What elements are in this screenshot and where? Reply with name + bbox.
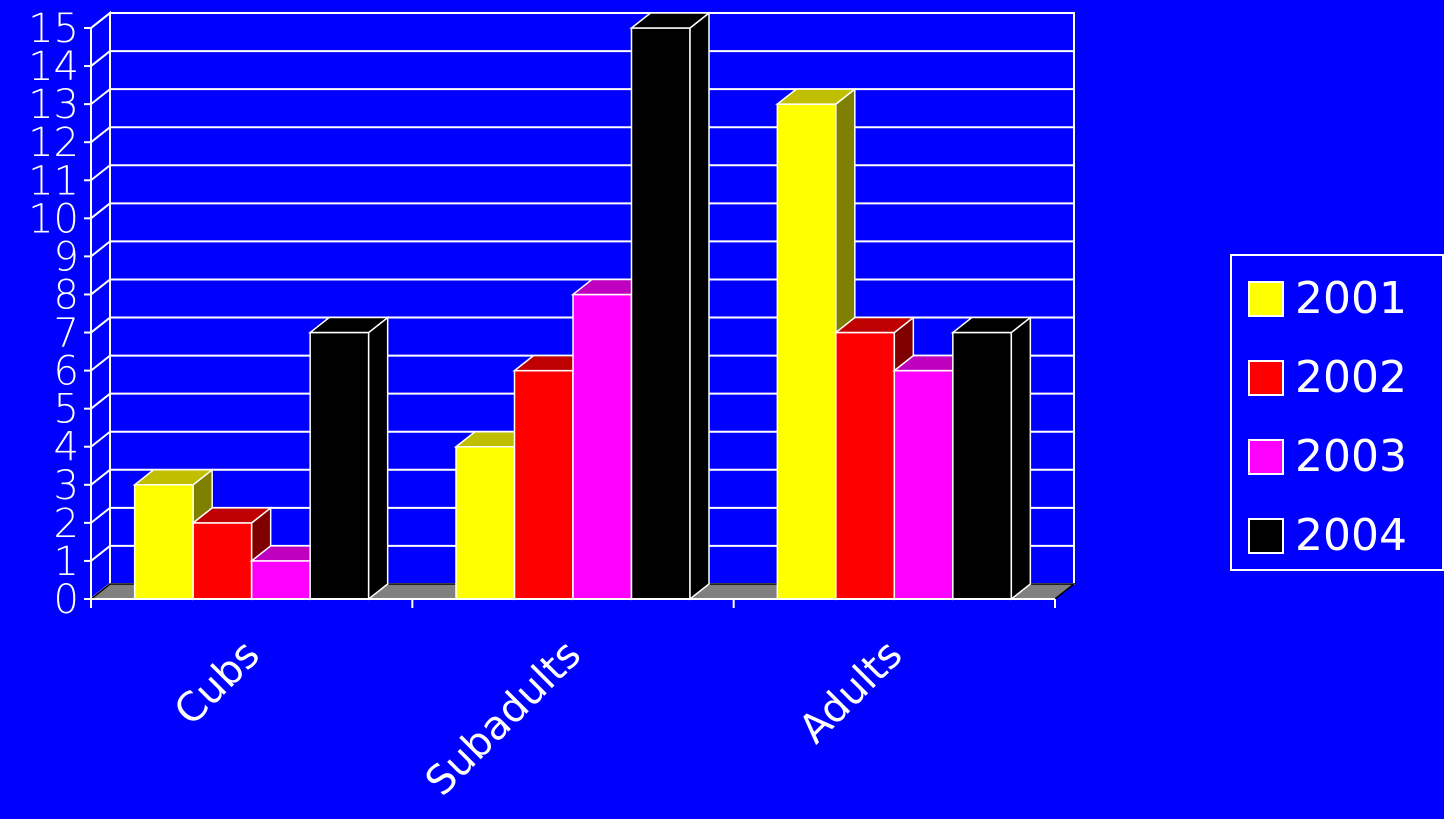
y-tick-label: 0 [54, 577, 79, 623]
y-tick-label: 2 [54, 501, 79, 547]
bar-adults-2004 [950, 315, 1033, 601]
y-tick-label: 10 [28, 196, 79, 242]
legend-label: 2002 [1295, 352, 1407, 403]
bar-front [893, 369, 954, 600]
bar-front [835, 331, 896, 600]
bar-front [133, 484, 194, 600]
y-tick-label: 14 [28, 44, 79, 90]
bar-front [572, 293, 633, 600]
y-tick-label: 7 [54, 311, 79, 357]
bar-subadults-2004 [629, 11, 712, 601]
bar-top [833, 316, 916, 334]
gridline-side [90, 354, 111, 372]
bar-cubs-2004 [308, 315, 390, 601]
y-tick-label: 5 [54, 387, 79, 433]
y-tick-label: 15 [28, 6, 79, 52]
chart-legend: 2001 2002 2003 2004 [1230, 254, 1444, 571]
gridline-side [90, 278, 111, 296]
x-category-label: Subadults [417, 632, 590, 805]
y-tick-label: 13 [28, 82, 79, 128]
bar-top [629, 12, 712, 29]
gridline-side [90, 164, 111, 182]
legend-label: 2004 [1295, 510, 1407, 561]
x-category-label: Adults [790, 632, 911, 753]
bar-side [367, 315, 389, 601]
bar-front [952, 331, 1013, 600]
y-tick-label: 9 [54, 234, 79, 280]
bar-front [250, 560, 311, 600]
bar-top [775, 88, 857, 105]
y-tick-label: 4 [54, 425, 79, 471]
legend-label: 2001 [1295, 273, 1407, 324]
bar-top [132, 469, 215, 486]
bar-side [1010, 315, 1032, 601]
bar-side [689, 11, 710, 601]
chart-bars [132, 11, 1033, 601]
legend-box [1230, 254, 1444, 571]
gridline-side [90, 240, 111, 258]
bar-front [192, 522, 253, 600]
legend-swatch [1248, 518, 1284, 554]
gridline-side [90, 469, 111, 486]
bar-top [950, 316, 1033, 334]
y-tick-label: 12 [28, 120, 79, 166]
gridline-side [90, 202, 111, 220]
gridline-side [90, 88, 111, 105]
bar-front [776, 103, 837, 600]
gridline-side [90, 430, 111, 448]
gridline-side [90, 392, 111, 410]
y-tick-label: 3 [54, 463, 79, 509]
bar-top [308, 316, 390, 334]
x-category-label: Cubs [166, 632, 269, 735]
y-tick-label: 8 [54, 272, 79, 318]
legend-swatch [1248, 360, 1284, 396]
y-tick-label: 11 [28, 158, 79, 204]
y-tick-label: 6 [54, 349, 79, 395]
gridline-side [90, 507, 111, 524]
bar-front [455, 445, 516, 600]
gridline-side [90, 12, 111, 29]
legend-swatch [1248, 439, 1284, 475]
gridline-side [90, 545, 111, 562]
bar-top [191, 507, 273, 524]
bar-front [309, 331, 370, 600]
gridline-side [90, 316, 111, 334]
gridline-side [90, 126, 111, 143]
chart-axes [84, 27, 1056, 608]
legend-label: 2003 [1295, 431, 1407, 482]
x-axis-category-labels: Cubs Subadults Adults [166, 632, 912, 805]
legend-swatch [1248, 281, 1284, 317]
bar-front [513, 369, 574, 600]
gridline-side [90, 50, 111, 67]
bar-front [630, 27, 691, 600]
y-tick-label: 1 [54, 539, 79, 585]
